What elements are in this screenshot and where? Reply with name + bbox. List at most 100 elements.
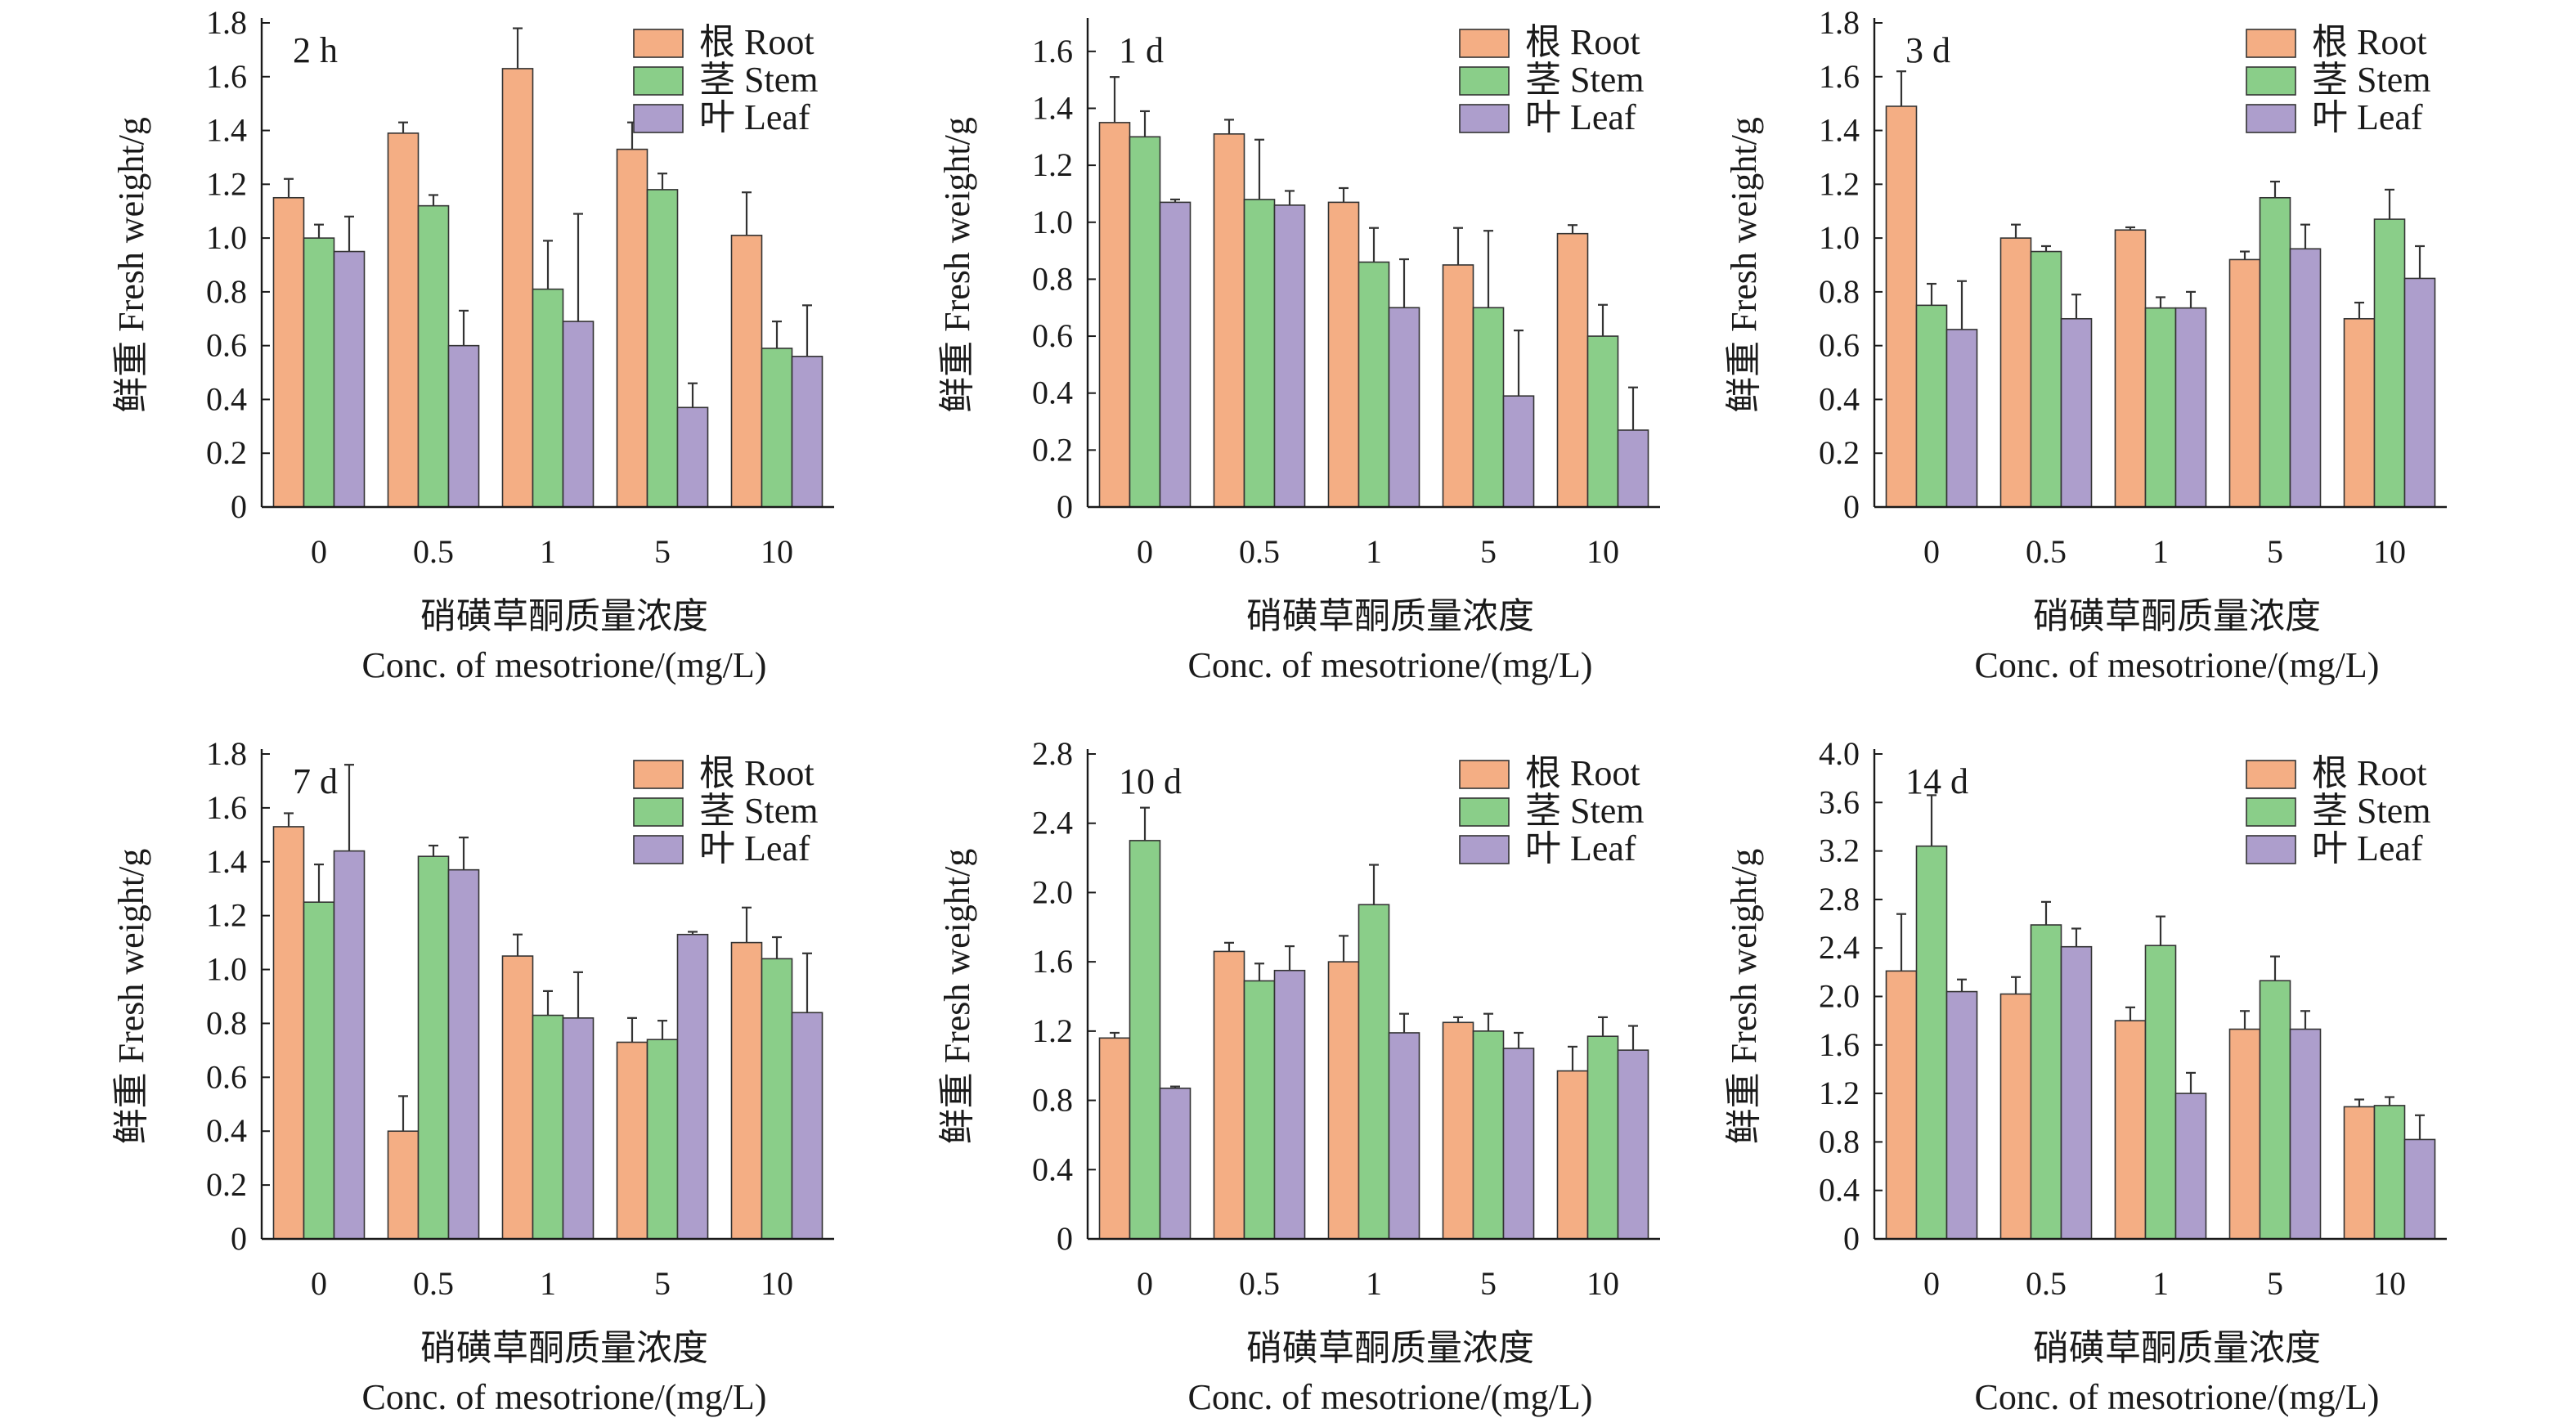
chart-1-errorbar-stem-1	[314, 223, 324, 239]
chart-2-ytick-label-4: 0.8	[1032, 260, 1073, 297]
chart-6-title: 14 d	[1905, 761, 1968, 801]
chart-5-bar-leaf-3	[1388, 1032, 1420, 1240]
chart-4-xtick-label-3: 1	[540, 1265, 556, 1302]
chart-6-legend-label-root: 根 Root	[2312, 753, 2427, 793]
chart-5-legend-swatch-root	[1459, 760, 1510, 789]
chart-6-bar-leaf-5	[2403, 1138, 2436, 1240]
chart-2-errorbar-root-1	[1110, 76, 1120, 123]
chart-3-errorbar-leaf-3	[2186, 290, 2196, 308]
chart-5-bar-stem-3	[1358, 904, 1390, 1240]
chart-5-title: 10 d	[1119, 761, 1182, 801]
chart-2-bar-leaf-1	[1159, 201, 1192, 508]
chart-4-errorbar-leaf-2	[459, 837, 469, 870]
chart-1-ytick-label-7: 1.4	[206, 112, 247, 149]
chart-1-ytick-label-1: 0.2	[206, 434, 247, 471]
chart-3-xtick-label-5: 10	[2373, 533, 2406, 570]
chart-6-ylabel: 鲜重 Fresh weight/g	[1724, 849, 1764, 1145]
chart-1-errorbar-stem-4	[657, 173, 667, 190]
chart-6-bar-stem-5	[2373, 1105, 2406, 1240]
chart-3-xlabel-cn: 硝磺草酮质量浓度	[2033, 596, 2321, 636]
chart-6-xlabel-en: Conc. of mesotrione/(mg/L)	[1975, 1377, 2380, 1417]
chart-4-bar-leaf-3	[562, 1017, 595, 1240]
chart-1-errorbar-root-2	[398, 121, 408, 133]
chart-3-errorbar-root-4	[2240, 250, 2250, 260]
chart-5-bar-leaf-5	[1617, 1049, 1649, 1240]
chart-1-title: 2 h	[293, 30, 338, 70]
chart-2-errorbar-leaf-4	[1514, 329, 1524, 397]
chart-1-xtick-label-1: 0	[311, 533, 327, 570]
chart-5-errorbar-leaf-4	[1514, 1031, 1524, 1049]
chart-2-bar-leaf-2	[1273, 204, 1306, 508]
chart-3-errorbar-stem-3	[2156, 296, 2165, 308]
chart-4-errorbar-stem-1	[314, 863, 324, 903]
chart-4-ytick-label-0: 0	[231, 1220, 247, 1257]
chart-2-xlabel-en: Conc. of mesotrione/(mg/L)	[1188, 645, 1593, 685]
chart-6-errorbar-leaf-5	[2415, 1114, 2425, 1140]
chart-5-legend-label-root: 根 Root	[1525, 753, 1640, 793]
chart-6-legend-swatch-root	[2246, 760, 2296, 789]
chart-2-ytick-label-1: 0.2	[1032, 431, 1073, 468]
chart-6-bar-root-1	[1885, 970, 1918, 1240]
chart-4-xlabel-en: Conc. of mesotrione/(mg/L)	[362, 1377, 767, 1417]
chart-4-ylabel: 鲜重 Fresh weight/g	[111, 849, 151, 1145]
chart-4-ytick-label-8: 1.6	[206, 789, 247, 826]
chart-1-bar-root-1	[272, 196, 305, 508]
chart-1-bar-root-4	[616, 148, 648, 508]
chart-4-errorbar-root-3	[513, 933, 523, 957]
chart-5-bar-leaf-2	[1273, 969, 1306, 1240]
chart-3-errorbar-root-2	[2011, 223, 2021, 239]
chart-1-ytick-label-9: 1.8	[206, 4, 247, 41]
chart-5-bar-stem-2	[1243, 980, 1276, 1240]
chart-1-errorbar-stem-2	[429, 194, 438, 206]
chart-2-ytick-label-2: 0.4	[1032, 375, 1073, 411]
chart-4-xlabel-cn: 硝磺草酮质量浓度	[420, 1328, 708, 1368]
chart-3-ytick-label-0: 0	[1843, 488, 1860, 525]
chart-4-ytick-label-9: 1.8	[206, 735, 247, 772]
chart-6-bar-root-3	[2114, 1020, 2147, 1240]
chart-3-xtick-label-2: 0.5	[2026, 533, 2067, 570]
chart-3-errorbar-root-5	[2354, 301, 2364, 319]
chart-6-xtick-label-2: 0.5	[2026, 1265, 2067, 1302]
chart-2-xtick-label-1: 0	[1137, 533, 1153, 570]
chart-2-errorbar-leaf-5	[1628, 386, 1638, 430]
chart-6-xtick-label-4: 5	[2267, 1265, 2283, 1302]
chart-2-bar-stem-3	[1358, 261, 1390, 508]
chart-5-xtick-label-4: 5	[1480, 1265, 1497, 1302]
chart-5-errorbar-leaf-5	[1628, 1025, 1638, 1051]
chart-3-errorbar-stem-5	[2385, 188, 2394, 220]
chart-5-bar-root-5	[1556, 1070, 1589, 1240]
chart-2-errorbar-stem-3	[1369, 227, 1379, 263]
chart-6-errorbar-leaf-2	[2071, 927, 2081, 947]
chart-3-legend-label-stem: 茎 Stem	[2312, 60, 2430, 100]
chart-5-errorbar-root-5	[1568, 1045, 1577, 1071]
chart-2-errorbar-stem-2	[1254, 138, 1264, 200]
chart-4-errorbar-root-5	[742, 906, 752, 943]
chart-3-bar-stem-1	[1915, 304, 1948, 508]
chart-2-legend-label-leaf: 叶 Leaf	[1525, 97, 1636, 137]
chart-5-errorbar-leaf-2	[1285, 945, 1295, 971]
chart-2-errorbar-root-3	[1339, 186, 1349, 203]
chart-3-title: 3 d	[1905, 30, 1950, 70]
chart-5-xtick-label-2: 0.5	[1239, 1265, 1280, 1302]
chart-6-errorbar-stem-1	[1927, 794, 1936, 846]
chart-6-errorbar-root-5	[2354, 1098, 2364, 1107]
chart-4-bar-root-3	[501, 955, 534, 1240]
chart-1-bar-stem-5	[761, 348, 793, 508]
chart-4-xtick-label-1: 0	[311, 1265, 327, 1302]
chart-4-legend-label-leaf: 叶 Leaf	[699, 828, 810, 868]
chart-4-errorbar-leaf-1	[344, 764, 354, 851]
chart-2: 0 0.2 0.4 0.6 0.8 1.0 1.2 1.4 1.6 0 0.5 1 5 10 1 d 根 Ro…	[937, 18, 1660, 685]
chart-3-xtick-label-3: 1	[2152, 533, 2169, 570]
chart-2-bar-stem-5	[1586, 335, 1619, 508]
chart-2-errorbar-leaf-3	[1399, 258, 1409, 308]
chart-5-ytick-label-5: 2.0	[1032, 873, 1073, 910]
chart-4-ytick-label-6: 1.2	[206, 897, 247, 934]
chart-2-legend-swatch-stem	[1459, 66, 1510, 96]
chart-4-ytick-label-4: 0.8	[206, 1004, 247, 1041]
chart-4-bar-stem-1	[303, 901, 335, 1240]
chart-6-legend-swatch-leaf	[2246, 835, 2296, 864]
chart-6-bar-root-2	[1999, 993, 2032, 1240]
chart-4-errorbar-leaf-5	[802, 952, 812, 1013]
chart-2-legend-label-stem: 茎 Stem	[1525, 60, 1644, 100]
chart-2-bar-leaf-4	[1502, 395, 1535, 508]
